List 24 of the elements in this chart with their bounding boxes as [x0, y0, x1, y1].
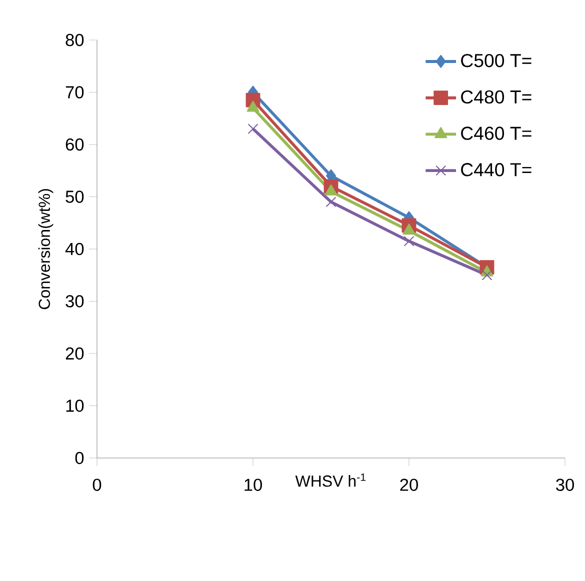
point	[248, 124, 258, 134]
y-tick-label: 30	[66, 295, 84, 308]
point	[404, 236, 414, 246]
y-tick-label: 20	[66, 347, 84, 360]
y-tick-label: 60	[66, 138, 84, 151]
y-tick-label: 40	[65, 242, 84, 256]
legend-label: C500 T=	[461, 54, 532, 68]
y-tick-label: 0	[75, 452, 84, 464]
y-tick-label: 50	[66, 190, 84, 203]
x-axis-title: WHSV h$^{-1}$	[295, 473, 366, 487]
point	[326, 196, 336, 208]
x-tick-label: 10	[244, 478, 262, 491]
y-tick-label: 80	[66, 34, 84, 46]
x-tick-label: 20	[400, 478, 418, 491]
x-tick-label: 0	[92, 478, 102, 491]
x-tick-label: 30	[556, 478, 574, 491]
legend-label: C480 T=	[461, 90, 532, 104]
y-axis-title: Conversion(wt%)	[38, 189, 54, 310]
legend-label: C460 T=	[461, 126, 532, 140]
y-tick-label: 70	[66, 86, 84, 98]
y-tick-label: 10	[66, 400, 84, 412]
point	[482, 270, 492, 280]
legend-label: C440 T=	[461, 163, 532, 176]
point	[402, 224, 416, 235]
